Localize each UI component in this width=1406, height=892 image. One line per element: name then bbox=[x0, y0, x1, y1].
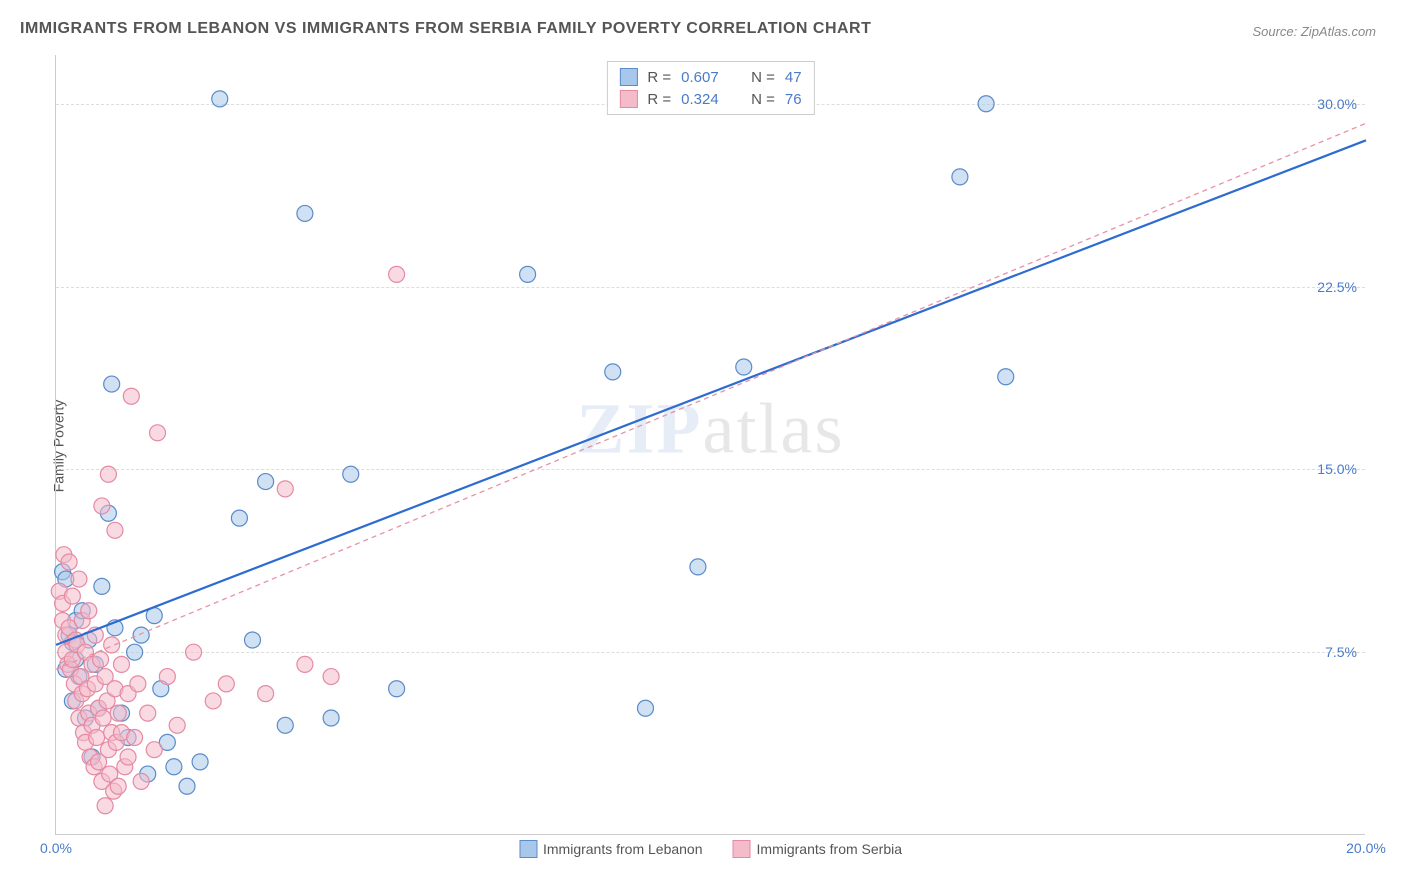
legend-swatch bbox=[519, 840, 537, 858]
n-value: 47 bbox=[785, 69, 802, 86]
data-point bbox=[297, 205, 313, 221]
data-point bbox=[127, 730, 143, 746]
data-point bbox=[133, 773, 149, 789]
chart-svg bbox=[56, 55, 1365, 834]
data-point bbox=[123, 388, 139, 404]
data-point bbox=[192, 754, 208, 770]
data-point bbox=[690, 559, 706, 575]
data-point bbox=[277, 481, 293, 497]
legend-bottom-item: Immigrants from Lebanon bbox=[519, 840, 703, 858]
page-title: IMMIGRANTS FROM LEBANON VS IMMIGRANTS FR… bbox=[20, 20, 871, 38]
data-point bbox=[605, 364, 621, 380]
data-point bbox=[93, 652, 109, 668]
data-point bbox=[245, 632, 261, 648]
scatter-points bbox=[51, 91, 1013, 814]
n-label: N = bbox=[751, 91, 775, 108]
data-point bbox=[179, 778, 195, 794]
legend-swatch bbox=[619, 68, 637, 86]
legend-label: Immigrants from Serbia bbox=[757, 841, 902, 857]
data-point bbox=[297, 656, 313, 672]
data-point bbox=[104, 637, 120, 653]
r-value: 0.324 bbox=[681, 91, 731, 108]
data-point bbox=[110, 778, 126, 794]
data-point bbox=[323, 669, 339, 685]
trend-line bbox=[56, 140, 1366, 645]
legend-top-row: R = 0.324 N = 76 bbox=[619, 88, 801, 110]
legend-bottom: Immigrants from Lebanon Immigrants from S… bbox=[519, 840, 902, 858]
data-point bbox=[150, 425, 166, 441]
xtick-label: 20.0% bbox=[1346, 840, 1386, 856]
data-point bbox=[998, 369, 1014, 385]
data-point bbox=[159, 669, 175, 685]
data-point bbox=[71, 571, 87, 587]
r-label: R = bbox=[647, 69, 671, 86]
data-point bbox=[212, 91, 228, 107]
n-label: N = bbox=[751, 69, 775, 86]
data-point bbox=[166, 759, 182, 775]
data-point bbox=[323, 710, 339, 726]
data-point bbox=[95, 710, 111, 726]
legend-top: R = 0.607 N = 47 R = 0.324 N = 76 bbox=[606, 61, 814, 115]
data-point bbox=[389, 681, 405, 697]
data-point bbox=[127, 644, 143, 660]
data-point bbox=[277, 717, 293, 733]
data-point bbox=[130, 676, 146, 692]
data-point bbox=[104, 376, 120, 392]
r-value: 0.607 bbox=[681, 69, 731, 86]
legend-bottom-item: Immigrants from Serbia bbox=[733, 840, 902, 858]
data-point bbox=[64, 588, 80, 604]
legend-swatch bbox=[733, 840, 751, 858]
data-point bbox=[231, 510, 247, 526]
plot-area: ZIPatlas 7.5%15.0%22.5%30.0% 0.0%20.0% R… bbox=[55, 55, 1365, 835]
source-attribution: Source: ZipAtlas.com bbox=[1252, 24, 1376, 39]
data-point bbox=[140, 705, 156, 721]
r-label: R = bbox=[647, 91, 671, 108]
data-point bbox=[120, 749, 136, 765]
data-point bbox=[133, 627, 149, 643]
n-value: 76 bbox=[785, 91, 802, 108]
data-point bbox=[146, 742, 162, 758]
data-point bbox=[94, 578, 110, 594]
xtick-label: 0.0% bbox=[40, 840, 72, 856]
data-point bbox=[978, 96, 994, 112]
data-point bbox=[520, 266, 536, 282]
data-point bbox=[114, 656, 130, 672]
data-point bbox=[736, 359, 752, 375]
data-point bbox=[258, 686, 274, 702]
data-point bbox=[169, 717, 185, 733]
data-point bbox=[389, 266, 405, 282]
data-point bbox=[81, 603, 97, 619]
trend-lines bbox=[56, 123, 1366, 669]
data-point bbox=[89, 730, 105, 746]
trend-line bbox=[56, 123, 1366, 669]
data-point bbox=[258, 474, 274, 490]
legend-label: Immigrants from Lebanon bbox=[543, 841, 703, 857]
data-point bbox=[94, 498, 110, 514]
data-point bbox=[110, 705, 126, 721]
data-point bbox=[186, 644, 202, 660]
data-point bbox=[205, 693, 221, 709]
data-point bbox=[343, 466, 359, 482]
data-point bbox=[100, 466, 116, 482]
data-point bbox=[61, 554, 77, 570]
legend-swatch bbox=[619, 90, 637, 108]
data-point bbox=[107, 522, 123, 538]
data-point bbox=[952, 169, 968, 185]
legend-top-row: R = 0.607 N = 47 bbox=[619, 66, 801, 88]
data-point bbox=[638, 700, 654, 716]
data-point bbox=[97, 798, 113, 814]
data-point bbox=[218, 676, 234, 692]
